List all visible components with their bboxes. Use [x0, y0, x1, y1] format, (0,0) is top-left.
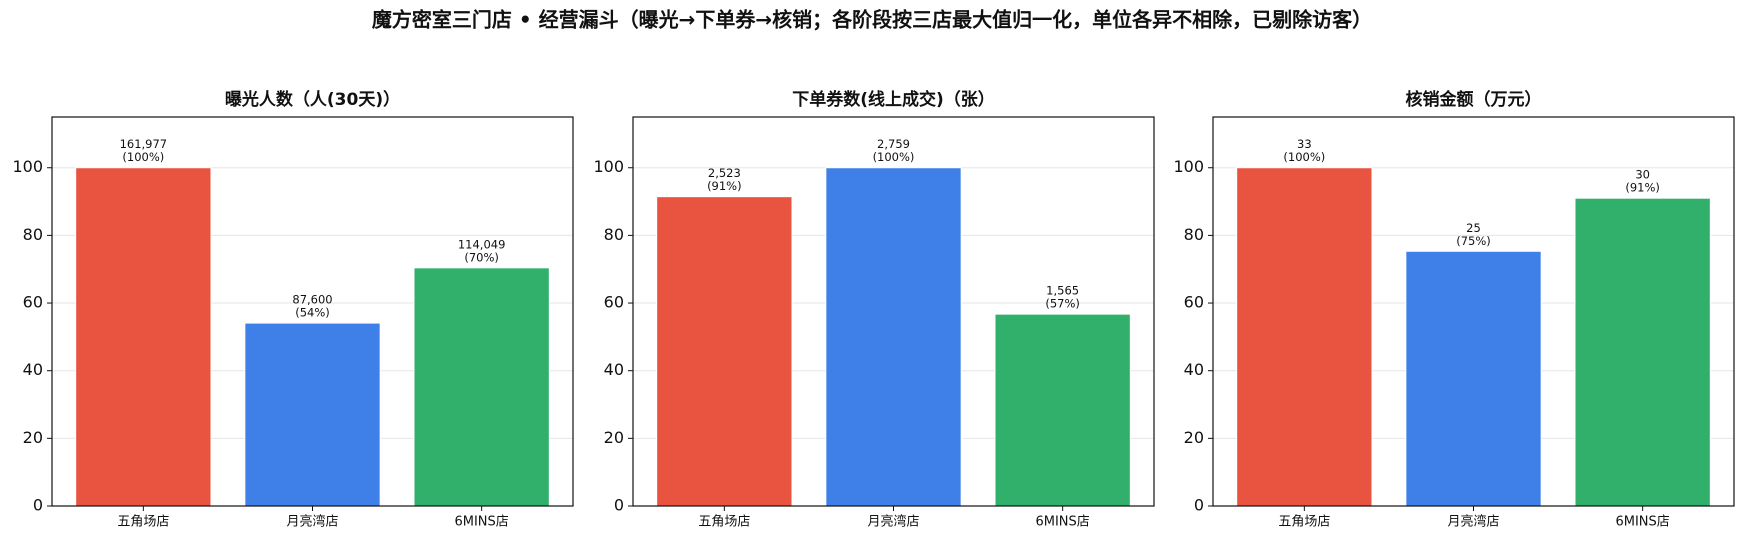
x-tick-label: 月亮湾店 [867, 514, 919, 530]
subplot-title: 下单券数(线上成交)（张） [792, 89, 995, 110]
y-tick-label: 80 [23, 225, 43, 244]
bar [994, 313, 1131, 507]
axes-frame [51, 116, 574, 507]
bar [656, 196, 793, 507]
y-tick-label: 0 [1194, 496, 1204, 515]
value-label: (70%) [464, 250, 499, 264]
bar [413, 267, 550, 507]
count-label: 1,565 [1046, 284, 1079, 298]
bar [75, 167, 212, 507]
y-tick-label: 60 [23, 293, 43, 312]
value-label: (91%) [1625, 181, 1660, 195]
count-label: 114,049 [458, 237, 506, 251]
y-tick-label: 40 [604, 360, 624, 379]
axes-frame [1212, 116, 1735, 507]
value-label: (100%) [873, 150, 915, 164]
bar [1405, 250, 1542, 507]
y-tick-label: 0 [33, 496, 43, 515]
x-tick-label: 五角场店 [117, 515, 169, 530]
bar [825, 167, 962, 507]
subplot-title: 曝光人数（人(30天)） [225, 89, 400, 110]
subplot-title: 核销金额（万元） [1406, 89, 1542, 110]
y-tick-label: 40 [1184, 360, 1204, 379]
bar [1236, 167, 1373, 507]
y-tick-label: 80 [604, 225, 624, 244]
y-tick-label: 80 [1184, 225, 1204, 244]
x-tick-label: 月亮湾店 [286, 514, 338, 530]
figure-title: 魔方密室三门店 • 经营漏斗（曝光→下单券→核销；各阶段按三店最大值归一化，单位… [372, 8, 1372, 32]
value-label: (100%) [122, 150, 164, 164]
y-tick-label: 100 [12, 157, 43, 176]
y-tick-label: 0 [614, 496, 624, 515]
y-tick-label: 60 [604, 293, 624, 312]
y-tick-label: 60 [1184, 293, 1204, 312]
y-tick-label: 20 [23, 428, 43, 447]
x-tick-label: 月亮湾店 [1447, 514, 1499, 530]
x-tick-label: 五角场店 [698, 515, 750, 530]
value-label: (100%) [1283, 150, 1325, 164]
count-label: 30 [1635, 168, 1650, 182]
count-label: 2,523 [708, 166, 741, 180]
bar [244, 322, 381, 507]
count-label: 2,759 [877, 137, 910, 151]
count-label: 87,600 [292, 293, 332, 307]
x-tick-label: 五角场店 [1278, 515, 1330, 530]
y-tick-label: 100 [1173, 157, 1204, 176]
y-tick-label: 20 [1184, 428, 1204, 447]
value-label: (75%) [1456, 234, 1491, 248]
value-label: (91%) [707, 179, 742, 193]
x-tick-label: 6MINS店 [1615, 515, 1669, 530]
count-label: 25 [1466, 221, 1481, 235]
value-label: (57%) [1045, 297, 1080, 311]
y-tick-label: 100 [593, 157, 624, 176]
x-tick-label: 6MINS店 [1035, 515, 1089, 530]
bar [1574, 197, 1711, 507]
count-label: 161,977 [120, 137, 168, 151]
axes-frame [632, 116, 1155, 507]
count-label: 33 [1297, 137, 1312, 151]
x-tick-label: 6MINS店 [454, 515, 508, 530]
y-tick-label: 40 [23, 360, 43, 379]
value-label: (54%) [295, 306, 330, 320]
y-tick-label: 20 [604, 428, 624, 447]
